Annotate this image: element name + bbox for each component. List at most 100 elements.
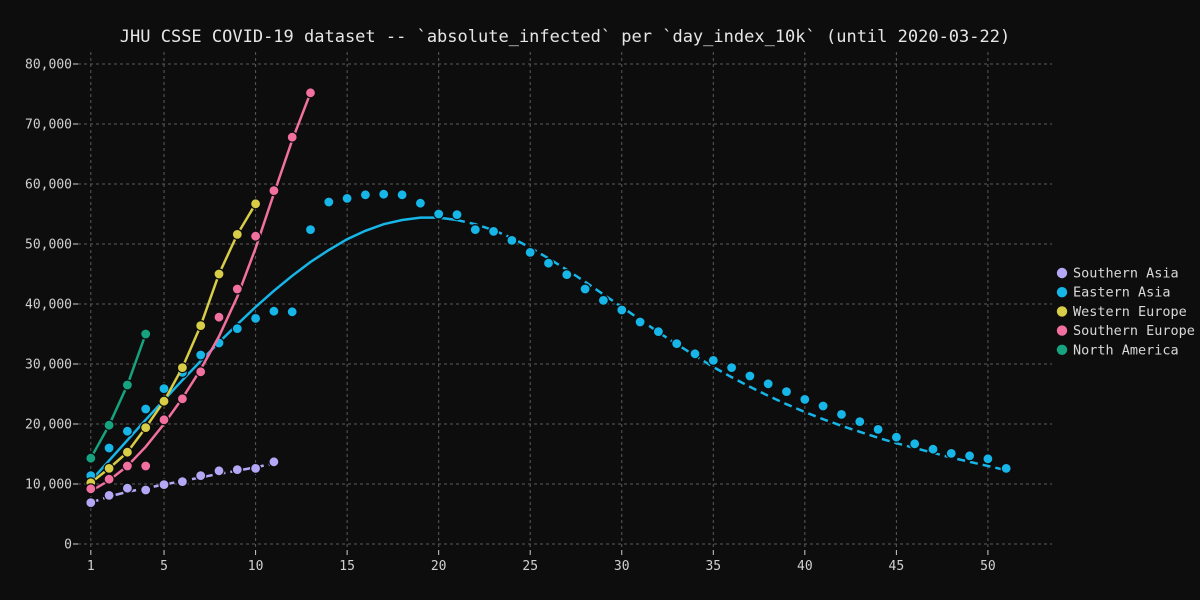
eastern-asia-point	[799, 393, 811, 405]
legend-item-western-europe: Western Europe	[1056, 304, 1187, 320]
eastern-asia-point	[890, 431, 903, 443]
eastern-asia-point	[524, 246, 536, 258]
x-tick-label: 50	[980, 559, 996, 574]
series-southern-europe	[85, 87, 317, 495]
eastern-asia-point	[451, 209, 463, 221]
y-tick-label: 60,000	[25, 178, 72, 193]
eastern-asia-point	[1000, 462, 1012, 474]
y-tick-label: 80,000	[25, 58, 72, 73]
x-tick-label: 10	[248, 559, 264, 574]
eastern-asia-point	[396, 189, 408, 201]
series-western-europe	[85, 198, 262, 489]
x-tick-label: 15	[339, 559, 355, 574]
eastern-asia-point	[909, 438, 921, 450]
eastern-asia-point	[195, 349, 207, 361]
southern-asia-point	[250, 462, 262, 474]
southern-europe-point	[250, 230, 262, 242]
southern-asia-point	[158, 479, 170, 491]
y-tick-label: 70,000	[25, 118, 72, 133]
eastern-asia-point	[268, 305, 280, 317]
southern-asia-point	[85, 497, 97, 509]
southern-europe-point	[304, 87, 317, 99]
western-europe-point	[103, 462, 115, 474]
southern-asia-point	[121, 482, 134, 494]
y-tick-label: 40,000	[25, 298, 72, 313]
legend-item-eastern-asia: Eastern Asia	[1056, 285, 1171, 301]
legend-label: Western Europe	[1073, 304, 1187, 320]
eastern-asia-point	[634, 316, 646, 328]
southern-europe-point	[85, 483, 97, 495]
eastern-asia-point	[506, 234, 518, 246]
southern-europe-point	[231, 283, 243, 295]
y-tick-label: 20,000	[25, 418, 72, 433]
eastern-asia-point	[945, 447, 957, 459]
southern-asia-point	[195, 470, 207, 482]
north-america-point	[85, 452, 97, 464]
southern-europe-point	[286, 131, 298, 143]
eastern-asia-point	[140, 403, 152, 415]
western-europe-fit-line	[90, 203, 257, 484]
southern-europe-point	[195, 366, 207, 378]
eastern-asia-point	[323, 196, 335, 208]
series-north-america	[85, 328, 152, 464]
eastern-asia-point	[689, 348, 701, 360]
eastern-asia-point	[359, 189, 371, 201]
y-tick-label: 0	[64, 538, 72, 553]
legend-item-southern-asia: Southern Asia	[1056, 266, 1179, 282]
southern-asia-point	[103, 489, 115, 501]
legend-marker	[1056, 267, 1068, 279]
legend-marker	[1056, 287, 1068, 298]
legend-marker	[1056, 325, 1068, 336]
eastern-asia-point	[158, 383, 170, 395]
western-europe-point	[231, 228, 243, 240]
legend-item-southern-europe: Southern Europe	[1056, 323, 1195, 339]
y-tick-label: 30,000	[25, 358, 72, 373]
chart-title: JHU CSSE COVID-19 dataset -- `absolute_i…	[120, 27, 1010, 47]
plot-area	[85, 87, 1012, 509]
eastern-asia-point	[433, 208, 445, 220]
legend-label: Eastern Asia	[1073, 285, 1171, 301]
x-tick-label: 20	[431, 559, 447, 574]
western-europe-point	[176, 362, 188, 374]
eastern-asia-point	[817, 400, 829, 412]
y-axis: 0 10,000 20,000 30,000 40,000 50,000 60,000 70,…	[25, 58, 78, 553]
eastern-asia-point	[616, 304, 628, 316]
x-axis: 1 5 10 15 20 25 30 35 40 45 50	[87, 550, 996, 574]
eastern-asia-point	[231, 323, 243, 335]
southern-europe-point	[140, 460, 152, 472]
eastern-asia-fit-line	[89, 216, 458, 482]
eastern-asia-point	[744, 370, 756, 382]
y-tick-label: 10,000	[25, 478, 72, 493]
western-europe-point	[195, 320, 207, 332]
eastern-asia-point	[927, 443, 939, 455]
legend-marker	[1056, 344, 1068, 355]
eastern-asia-point	[872, 423, 884, 435]
eastern-asia-point	[488, 225, 500, 237]
legend-item-north-america: North America	[1056, 342, 1179, 358]
southern-europe-point	[158, 414, 170, 426]
x-tick-label: 5	[160, 559, 168, 574]
southern-asia-point	[268, 456, 280, 468]
eastern-asia-point	[982, 453, 994, 465]
y-tick-label: 50,000	[25, 238, 72, 253]
eastern-asia-point	[579, 283, 591, 295]
eastern-asia-point	[103, 442, 115, 454]
eastern-asia-point	[762, 378, 774, 390]
eastern-asia-point	[304, 224, 317, 236]
series-southern-asia	[85, 456, 280, 509]
grid	[78, 52, 1052, 550]
southern-europe-point	[103, 473, 115, 485]
eastern-asia-point	[414, 197, 426, 209]
series-eastern-asia	[85, 188, 1012, 482]
legend-marker	[1056, 306, 1068, 317]
x-tick-label: 30	[614, 559, 630, 574]
southern-europe-point	[176, 393, 188, 405]
eastern-asia-point	[469, 224, 481, 236]
southern-asia-point	[231, 464, 243, 476]
southern-asia-point	[176, 476, 188, 488]
x-tick-label: 1	[87, 559, 95, 574]
x-tick-label: 25	[522, 559, 538, 574]
north-america-point	[121, 379, 134, 391]
southern-europe-point	[268, 185, 280, 197]
